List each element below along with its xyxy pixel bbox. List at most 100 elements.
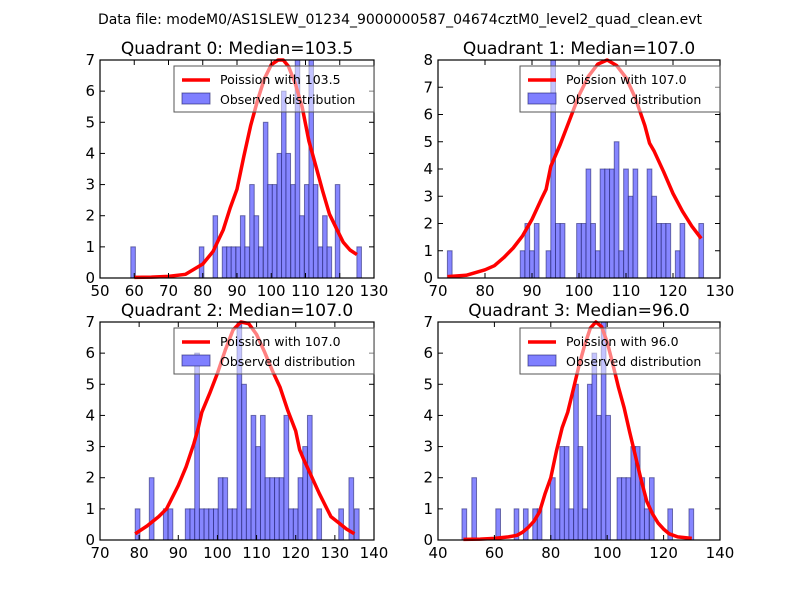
histogram-bar — [595, 414, 602, 541]
axes-frame — [437, 321, 721, 541]
histogram-bar — [231, 508, 238, 541]
histogram-bar — [591, 352, 598, 541]
histogram-bar — [555, 223, 561, 279]
histogram-bar — [554, 508, 561, 541]
x-tick-label: 70 — [159, 282, 178, 300]
histogram-bar — [241, 383, 247, 541]
histogram-bar — [563, 446, 570, 541]
histogram-bar — [613, 141, 620, 279]
histogram-bar — [276, 152, 283, 279]
axes-frame — [99, 321, 375, 541]
y-tick-label: 6 — [85, 82, 95, 100]
histogram-bar — [461, 508, 468, 541]
y-tick-label: 4 — [85, 144, 95, 162]
legend-bar-label: Observed distribution — [566, 92, 701, 107]
x-tick-label: 70 — [90, 544, 109, 562]
legend: Poission with 107.0 Observed distribution — [519, 65, 721, 113]
x-tick-label: 80 — [541, 544, 560, 562]
panel-quadrant-3: Quadrant 3: Median=96.0 40 60 80 100 120 140 0 1… — [423, 301, 734, 562]
legend: Poission with 96.0 Observed distribution — [519, 327, 721, 375]
histogram-bar — [471, 477, 478, 541]
x-tick-label: 90 — [169, 544, 188, 562]
histogram-bar — [582, 508, 588, 541]
x-tick-label: 120 — [281, 544, 310, 562]
histogram-bar — [604, 168, 611, 279]
y-tick-label: 7 — [423, 313, 433, 331]
y-tick-label: 2 — [85, 469, 95, 487]
histogram-bar — [585, 168, 592, 279]
histogram-bar — [297, 477, 304, 541]
histogram-bar — [253, 215, 260, 279]
histogram-bar — [264, 477, 271, 541]
y-tick-label: 5 — [85, 375, 95, 393]
histogram-bar — [312, 184, 319, 279]
histogram-bar — [688, 508, 695, 541]
y-tick-label: 3 — [85, 176, 95, 194]
x-tick-label: 120 — [649, 544, 678, 562]
x-tick-label: 70 — [428, 282, 447, 300]
histogram-bar — [217, 477, 224, 541]
x-tick-label: 80 — [130, 544, 149, 562]
histogram-bar — [576, 223, 582, 279]
histogram-bar — [198, 508, 205, 541]
histogram-bar — [299, 215, 305, 279]
histogram-bar — [356, 246, 362, 279]
histogram-bar — [519, 250, 526, 279]
x-tick-label: 80 — [193, 282, 212, 300]
histogram-bar — [679, 223, 686, 279]
histogram-bar — [267, 184, 273, 279]
histogram-bar — [258, 246, 264, 279]
histogram-bar — [623, 168, 629, 279]
histogram-bar — [590, 223, 596, 279]
histogram-bar — [495, 508, 501, 541]
y-tick-label: 7 — [423, 78, 433, 96]
x-tick-label: 130 — [321, 544, 350, 562]
histogram-bar — [573, 383, 579, 541]
histogram-bar — [148, 477, 155, 541]
histogram-bar — [326, 246, 333, 279]
histogram-bar — [632, 168, 639, 279]
histogram-bar — [288, 508, 294, 541]
y-tick-label: 5 — [423, 133, 433, 151]
histogram-bar — [660, 223, 667, 279]
histogram-bar — [226, 246, 232, 279]
x-tick-label: 40 — [428, 544, 447, 562]
x-tick-label: 60 — [125, 282, 144, 300]
x-tick-label: 80 — [475, 282, 494, 300]
x-tick-label: 100 — [203, 544, 232, 562]
y-tick-label: 1 — [423, 500, 433, 518]
histogram-bars — [446, 59, 705, 279]
legend-bar-label: Observed distribution — [566, 354, 701, 369]
x-tick-label: 120 — [325, 282, 354, 300]
histogram-bar — [559, 223, 566, 279]
histogram-bar — [239, 215, 246, 279]
legend-curve-label: Poission with 96.0 — [566, 334, 679, 349]
histogram-bar — [599, 168, 606, 279]
x-tick-label: 120 — [659, 282, 688, 300]
legend-bar-swatch — [181, 354, 211, 367]
histogram-bar — [643, 508, 650, 541]
x-tick-label: 100 — [257, 282, 286, 300]
x-tick-label: 110 — [612, 282, 641, 300]
legend-bar-label: Observed distribution — [220, 92, 355, 107]
histogram-bar — [616, 477, 623, 541]
x-tick-label: 100 — [565, 282, 594, 300]
y-tick-label: 6 — [423, 344, 433, 362]
x-tick-label: 140 — [706, 544, 735, 562]
x-tick-label: 50 — [90, 282, 109, 300]
legend-bar-swatch — [527, 92, 557, 105]
histogram-bar — [245, 508, 252, 541]
y-tick-label: 6 — [423, 106, 433, 124]
histogram-bar — [249, 184, 255, 279]
y-tick-label: 1 — [85, 500, 95, 518]
legend-bar-swatch — [527, 354, 557, 367]
histogram-bar — [522, 508, 529, 541]
legend-bar-swatch — [181, 92, 211, 105]
histogram-bar — [550, 477, 556, 541]
y-tick-label: 7 — [85, 313, 95, 331]
histogram-bar — [269, 477, 276, 541]
y-tick-label: 2 — [423, 215, 433, 233]
panel-quadrant-1: Quadrant 1: Median=107.070 80 90 100 110 120 1… — [423, 39, 734, 300]
y-tick-label: 0 — [423, 269, 433, 287]
